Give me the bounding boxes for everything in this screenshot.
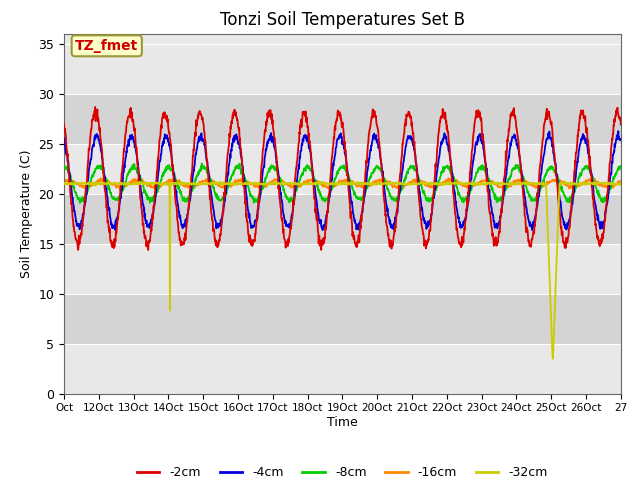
Title: Tonzi Soil Temperatures Set B: Tonzi Soil Temperatures Set B <box>220 11 465 29</box>
Legend: -2cm, -4cm, -8cm, -16cm, -32cm: -2cm, -4cm, -8cm, -16cm, -32cm <box>132 461 553 480</box>
Text: TZ_fmet: TZ_fmet <box>75 39 138 53</box>
Bar <box>64 193 621 243</box>
Bar <box>64 294 621 344</box>
Bar <box>64 44 621 94</box>
Bar <box>64 144 621 193</box>
Bar <box>64 344 621 394</box>
Bar <box>64 243 621 294</box>
Bar <box>64 94 621 144</box>
X-axis label: Time: Time <box>327 416 358 429</box>
Y-axis label: Soil Temperature (C): Soil Temperature (C) <box>20 149 33 278</box>
